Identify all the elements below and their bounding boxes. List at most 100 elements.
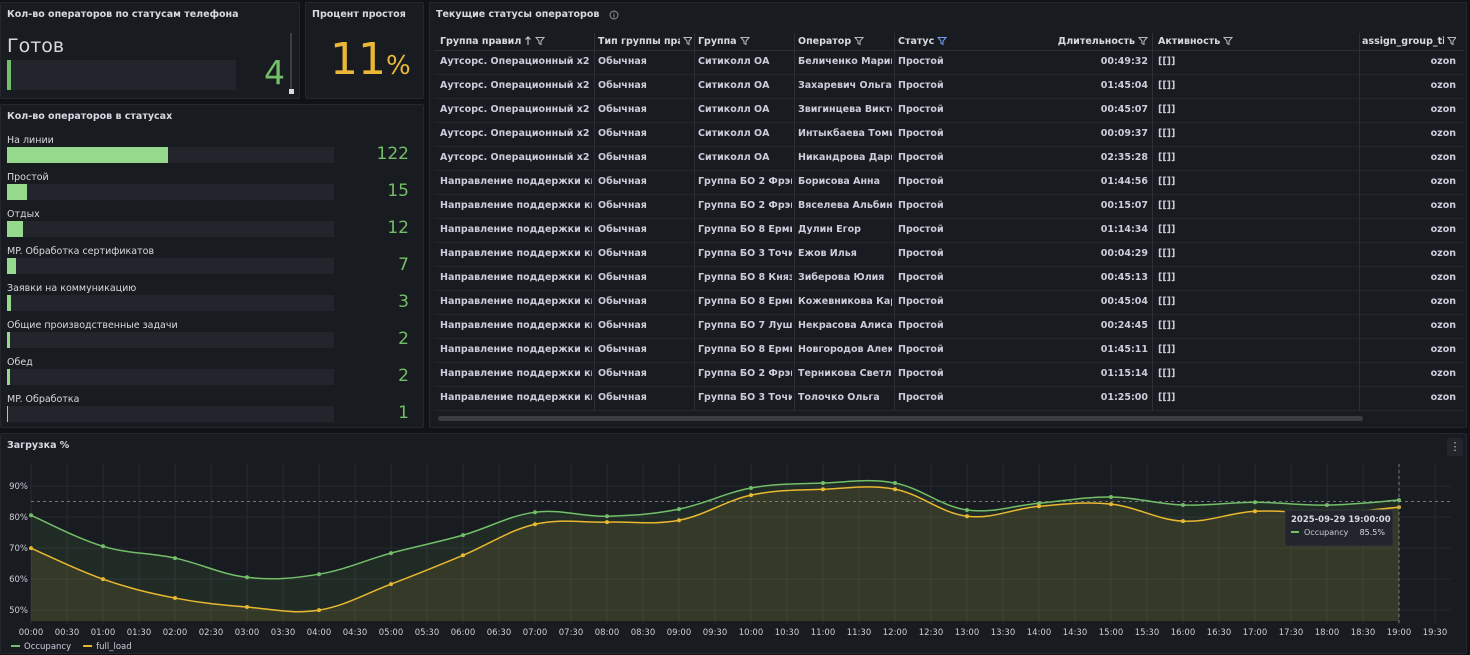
table-cell: Ситиколл ОА bbox=[698, 104, 770, 115]
column-header[interactable]: Оператор bbox=[798, 34, 892, 48]
table-cell: ozon bbox=[1430, 368, 1456, 379]
filter-icon[interactable] bbox=[937, 36, 948, 46]
filter-icon[interactable] bbox=[1447, 36, 1456, 46]
table-cell: ozon bbox=[1430, 344, 1456, 355]
panel-menu[interactable]: ⋮ bbox=[1447, 438, 1463, 456]
table-cell: Обычная bbox=[598, 248, 647, 259]
x-tick-label: 19:00 bbox=[1387, 628, 1412, 638]
idle-unit: % bbox=[386, 51, 411, 81]
column-header[interactable]: Активность bbox=[1158, 34, 1356, 48]
column-header[interactable]: Статус bbox=[898, 34, 1048, 48]
x-tick-label: 04:00 bbox=[307, 628, 332, 638]
table-cell: Толочко Ольга bbox=[798, 392, 880, 403]
row-rule bbox=[434, 98, 1464, 99]
table-cell: Направление поддержки кц bbox=[440, 200, 592, 211]
column-separator bbox=[1152, 33, 1153, 411]
table-cell: Группа БО 8 Ермило bbox=[698, 296, 792, 307]
bar-track bbox=[7, 369, 334, 385]
filter-icon[interactable] bbox=[1223, 36, 1234, 46]
series-point bbox=[893, 487, 897, 492]
x-tick-label: 01:00 bbox=[91, 628, 116, 638]
column-separator bbox=[894, 33, 895, 411]
filter-shape bbox=[854, 37, 865, 46]
row-rule bbox=[434, 314, 1464, 315]
table-cell: Направление поддержки кц bbox=[440, 296, 592, 307]
table-cell: ozon bbox=[1430, 296, 1456, 307]
panel-title: Кол-во операторов в статусах bbox=[7, 111, 173, 122]
table-cell: Обычная bbox=[598, 176, 647, 187]
tooltip-box bbox=[1284, 509, 1394, 547]
table-cell: Беличенко Марина bbox=[798, 56, 892, 67]
table-cell: 01:45:04 bbox=[1100, 80, 1148, 91]
filter-icon[interactable] bbox=[739, 36, 750, 46]
row-rule bbox=[434, 242, 1464, 243]
table-cell: Простой bbox=[898, 344, 944, 355]
filter-icon[interactable] bbox=[683, 36, 692, 46]
column-header[interactable]: assign_group_ticl bbox=[1362, 34, 1456, 48]
table-cell: 00:45:13 bbox=[1100, 272, 1148, 283]
table-panel: Текущие статусы операторов Группа правил… bbox=[429, 2, 1467, 428]
series-point bbox=[101, 577, 105, 582]
column-header[interactable]: Тип группы прав bbox=[598, 34, 692, 48]
column-separator bbox=[794, 33, 795, 411]
panel-title: Загрузка % bbox=[7, 440, 70, 451]
column-header[interactable]: Группа правил bbox=[440, 34, 592, 48]
tooltip-time: 2025-09-29 19:00:00 bbox=[1291, 515, 1391, 525]
table-cell: Простой bbox=[898, 200, 944, 211]
table-cell: Группа БО 2 Фрэйс Н bbox=[698, 200, 792, 211]
table-cell: Простой bbox=[898, 272, 944, 283]
table-cell: ozon bbox=[1430, 128, 1456, 139]
header-text: assign_group_ticl bbox=[1362, 35, 1444, 47]
table-cell: 00:04:29 bbox=[1100, 248, 1148, 259]
bar bbox=[7, 147, 169, 163]
y-tick-label: 80% bbox=[9, 513, 28, 523]
bar bbox=[7, 295, 11, 311]
x-tick-label: 13:00 bbox=[955, 628, 980, 638]
filter-icon[interactable] bbox=[535, 36, 546, 46]
series-line bbox=[30, 486, 1400, 613]
item-value: 2 bbox=[398, 329, 409, 349]
x-tick-label: 15:00 bbox=[1099, 628, 1124, 638]
x-tick-label: 17:30 bbox=[1279, 628, 1304, 638]
header-text: Длительность bbox=[1057, 35, 1135, 47]
item-value: 12 bbox=[387, 218, 409, 238]
series-point bbox=[965, 508, 969, 513]
row-rule bbox=[434, 338, 1464, 339]
panel-title: Текущие статусы операторов bbox=[436, 9, 600, 20]
table-cell: Кожевникова Карина bbox=[798, 296, 892, 307]
table-cell: Звигинцева Виктори bbox=[798, 104, 892, 115]
bar-track bbox=[7, 406, 334, 422]
table-cell: 01:25:00 bbox=[1100, 392, 1148, 403]
table-cell: Обычная bbox=[598, 224, 647, 235]
table-cell: Простой bbox=[898, 152, 944, 163]
filter-icon[interactable] bbox=[854, 36, 865, 46]
series-point bbox=[677, 507, 681, 512]
series-point bbox=[1037, 501, 1041, 506]
x-tick-label: 06:00 bbox=[451, 628, 476, 638]
column-header[interactable]: Длительность bbox=[1050, 34, 1148, 48]
y-tick-label: 50% bbox=[9, 606, 28, 616]
table-cell: [[]] bbox=[1158, 152, 1176, 163]
item-label: Отдых bbox=[7, 209, 40, 220]
table-cell: Обычная bbox=[598, 392, 647, 403]
table-cell: Терникова Светлана bbox=[798, 368, 892, 379]
x-tick-label: 12:00 bbox=[883, 628, 908, 638]
filter-icon[interactable] bbox=[1138, 36, 1148, 46]
table-cell: Простой bbox=[898, 56, 944, 67]
series-point bbox=[245, 575, 249, 580]
header-text: Статус bbox=[898, 35, 935, 47]
item-label: MP. Обработка bbox=[7, 394, 80, 405]
scrollbar[interactable] bbox=[438, 416, 1363, 421]
table-cell: Обычная bbox=[598, 272, 647, 283]
item-value: 15 bbox=[387, 181, 409, 201]
table-cell: Борисова Анна bbox=[798, 176, 881, 187]
series-point bbox=[1253, 509, 1257, 514]
series-point bbox=[101, 544, 105, 549]
idle-percent-panel: Процент простоя 11 % bbox=[305, 2, 424, 99]
table-cell: 00:09:37 bbox=[1100, 128, 1148, 139]
table-cell: 00:24:45 bbox=[1100, 320, 1148, 331]
table-cell: Простой bbox=[898, 248, 944, 259]
info-icon[interactable] bbox=[609, 10, 619, 20]
table-cell: Интыкбаева Томири bbox=[798, 128, 892, 139]
column-header[interactable]: Группа bbox=[698, 34, 792, 48]
